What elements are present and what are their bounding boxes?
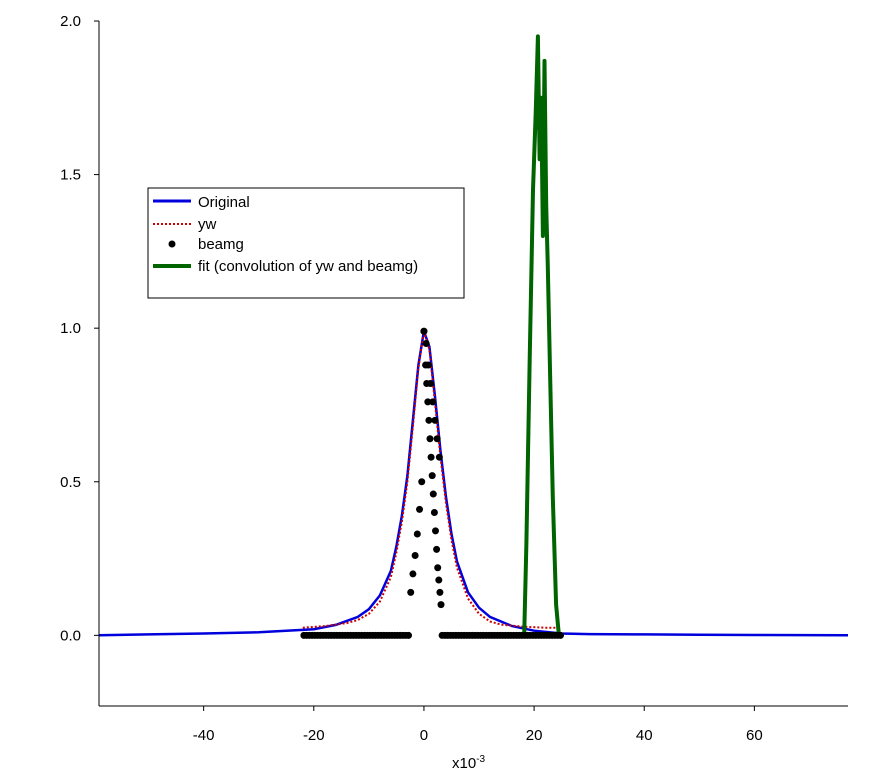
x-tick-label: 60 — [746, 727, 763, 744]
y-tick-label: 2.0 — [60, 13, 81, 30]
x-tick-label: -40 — [193, 727, 215, 744]
x-ticks: -40 -20 0 20 40 60 — [193, 706, 763, 744]
beamg-point — [422, 361, 430, 369]
plot-area: -40 -20 0 20 40 60 0.0 0.5 1.0 1.5 2.0 x10-3 — [60, 13, 849, 772]
beamg-point — [429, 398, 437, 406]
beamg-point — [423, 379, 431, 387]
beamg-point — [407, 588, 415, 596]
x-axis-label-exponent: -3 — [476, 754, 485, 765]
legend-label-fit: fit (convolution of yw and beamg) — [198, 258, 418, 275]
legend-label-original: Original — [198, 194, 250, 211]
beamg-point — [409, 570, 417, 578]
series-line-fit — [522, 34, 561, 636]
legend-box — [147, 187, 465, 299]
beamg-point — [428, 472, 436, 480]
series-layer — [98, 34, 849, 639]
series-line-original — [98, 330, 849, 637]
y-tick-label: 1.0 — [60, 320, 81, 337]
y-ticks: 0.0 0.5 1.0 1.5 2.0 — [60, 13, 99, 644]
beamg-point — [425, 416, 433, 424]
legend-label-yw: yw — [198, 216, 217, 233]
beamg-point — [420, 327, 428, 335]
x-tick-label: 40 — [636, 727, 653, 744]
series-line-yw — [302, 330, 559, 629]
beamg-point — [437, 601, 445, 609]
y-tick-label: 1.5 — [60, 167, 81, 184]
beamg-point — [424, 398, 432, 406]
series-beamg — [300, 327, 565, 639]
beamg-point — [431, 527, 439, 535]
beamg-point — [422, 340, 430, 348]
x-tick-label: 0 — [420, 727, 428, 744]
x-axis-label-base: x10 — [452, 755, 476, 772]
beamg-point — [411, 551, 419, 559]
beamg-point — [413, 530, 421, 538]
beamg-point — [436, 588, 444, 596]
beamg-point — [418, 478, 426, 486]
legend-label-beamg: beamg — [198, 236, 244, 253]
legend-swatch-beamg — [168, 240, 176, 248]
x-tick-label: -20 — [303, 727, 325, 744]
beamg-point — [426, 435, 434, 443]
beamg-point — [427, 453, 435, 461]
beamg-point — [405, 631, 413, 639]
y-tick-label: 0.0 — [60, 627, 81, 644]
x-axis-label: x10-3 — [452, 754, 486, 772]
x-tick-label: 20 — [526, 727, 543, 744]
beamg-point — [435, 453, 443, 461]
beamg-point — [431, 416, 439, 424]
beamg-point — [435, 576, 443, 584]
beamg-point — [433, 435, 441, 443]
legend: Original yw beamg fit (convolution of yw… — [147, 187, 465, 299]
beamg-point — [430, 508, 438, 516]
beamg-point — [429, 490, 437, 498]
beamg-point — [416, 505, 424, 513]
y-tick-label: 0.5 — [60, 474, 81, 491]
beamg-point — [557, 631, 565, 639]
beamg-point — [434, 564, 442, 572]
beamg-point — [433, 545, 441, 553]
